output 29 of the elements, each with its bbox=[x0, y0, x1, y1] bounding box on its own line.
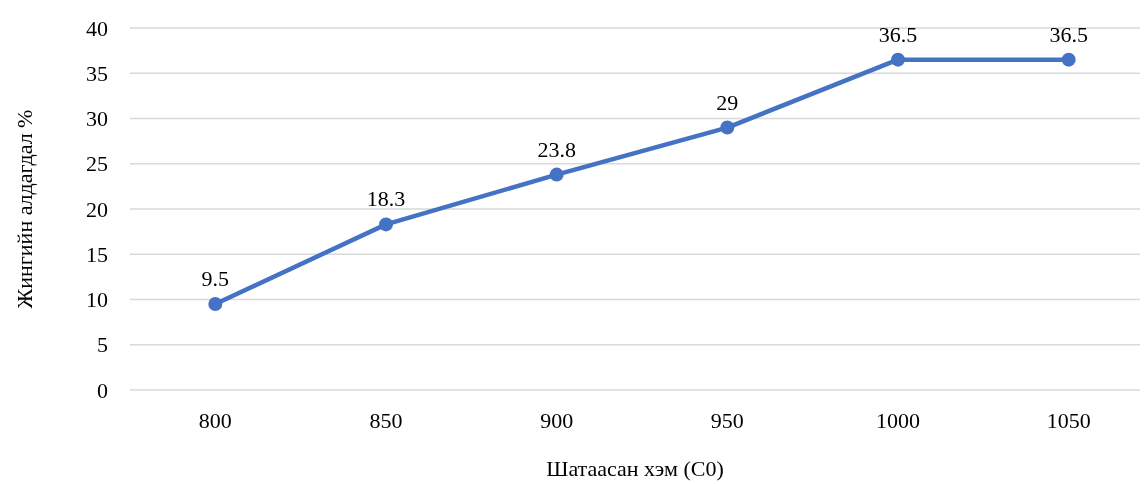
x-tick-label: 850 bbox=[369, 408, 403, 433]
data-label: 9.5 bbox=[201, 266, 230, 292]
y-tick-label: 5 bbox=[97, 332, 108, 358]
y-tick-label: 35 bbox=[86, 60, 108, 86]
point bbox=[379, 217, 393, 232]
point bbox=[720, 120, 735, 135]
point bbox=[891, 52, 905, 67]
x-axis-title: Шатаасан хэм (С0) bbox=[546, 456, 724, 481]
y-tick-label: 0 bbox=[97, 377, 108, 403]
y-tick-label: 40 bbox=[86, 15, 108, 41]
point bbox=[208, 297, 223, 312]
y-tick-label: 20 bbox=[86, 196, 108, 222]
data-label: 36.5 bbox=[1049, 21, 1088, 47]
point bbox=[1061, 52, 1076, 67]
x-tick-label: 1050 bbox=[1046, 408, 1091, 433]
data-label: 29 bbox=[716, 89, 739, 115]
x-tick-label: 950 bbox=[710, 408, 744, 433]
y-tick-label: 15 bbox=[86, 241, 108, 267]
data-label: 36.5 bbox=[878, 21, 918, 47]
y-tick-label: 30 bbox=[86, 106, 108, 132]
point bbox=[549, 167, 564, 182]
x-tick-label: 900 bbox=[540, 408, 574, 433]
data-label: 23.8 bbox=[537, 136, 576, 162]
x-tick-label: 800 bbox=[198, 408, 232, 433]
data-label: 18.3 bbox=[366, 186, 406, 212]
y-axis-title: Жингийн алдагдал % bbox=[12, 109, 37, 309]
y-tick-label: 25 bbox=[86, 151, 108, 177]
y-tick-label: 10 bbox=[86, 287, 108, 313]
x-tick-label: 1000 bbox=[876, 408, 920, 433]
